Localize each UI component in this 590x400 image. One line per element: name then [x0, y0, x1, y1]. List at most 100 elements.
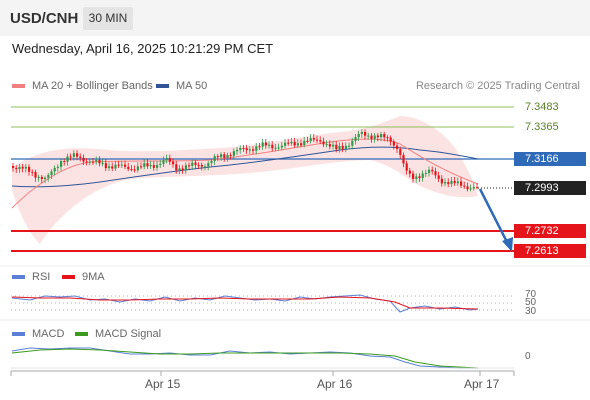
rsi-level-70-label: 70 — [525, 289, 537, 300]
x-axis-label-apr16: Apr 16 — [317, 377, 353, 391]
candle-body — [456, 181, 459, 184]
timeframe-button[interactable]: 30 MIN — [83, 7, 133, 30]
candle-body — [85, 161, 88, 163]
macd-line — [11, 347, 478, 369]
candle-body — [127, 166, 130, 170]
candle-body — [124, 164, 127, 167]
macd-label: MACD — [32, 328, 65, 340]
candle-body — [136, 166, 139, 171]
candle-body — [440, 178, 443, 184]
rsi-line — [11, 294, 479, 313]
level-label-r2: 7.3483 — [525, 101, 559, 113]
candle-body — [239, 147, 242, 150]
candle-body — [69, 156, 72, 158]
level-label-r1: 7.3365 — [525, 121, 559, 133]
candle-body — [220, 154, 223, 158]
candle-body — [98, 159, 101, 164]
rsi-ma-swatch — [62, 275, 75, 279]
candle-body — [101, 163, 104, 165]
candle-body — [232, 151, 235, 156]
level-label-pivot: 7.3166 — [514, 152, 586, 166]
ma20-label: MA 20 + Bollinger Bands — [32, 80, 153, 92]
candle-body — [431, 169, 434, 172]
candle-body — [303, 140, 306, 146]
level-label-last: 7.2993 — [514, 181, 586, 195]
candle-body — [444, 182, 447, 184]
candle-body — [56, 166, 59, 168]
forecast-arrow — [478, 188, 510, 245]
candle-body — [88, 161, 91, 163]
candle-body — [399, 148, 402, 156]
credit-text: Research © 2025 Trading Central — [415, 80, 580, 92]
candle-body — [213, 156, 216, 162]
rsi-level-50-label: 50 — [525, 297, 537, 308]
candle-body — [351, 140, 354, 146]
candle-body — [194, 162, 197, 165]
candle-body — [476, 187, 479, 189]
candle-body — [18, 166, 21, 170]
ma20-swatch — [12, 84, 25, 88]
candle-body — [28, 166, 31, 172]
candle-body — [248, 149, 251, 151]
candle-body — [37, 176, 40, 178]
candle-body — [466, 186, 469, 190]
candle-body — [396, 145, 399, 149]
candle-body — [271, 144, 274, 149]
candle-body — [223, 154, 226, 158]
candle-body — [245, 148, 248, 151]
candle-body — [207, 163, 210, 167]
candle-body — [319, 140, 322, 142]
candle-body — [156, 164, 159, 168]
candle-body — [204, 166, 207, 168]
candle-body — [434, 171, 437, 176]
candle-body — [159, 163, 162, 165]
candle-body — [120, 164, 123, 166]
candle-body — [376, 135, 379, 138]
candle-body — [408, 170, 411, 174]
candle-body — [53, 167, 56, 172]
candle-body — [472, 187, 475, 189]
candle-body — [293, 141, 296, 146]
candle-body — [344, 145, 347, 149]
candle-body — [152, 165, 155, 168]
candle-body — [178, 168, 181, 171]
candle-body — [469, 188, 472, 190]
candle-body — [140, 166, 143, 168]
candle-body — [60, 161, 63, 167]
candle-body — [415, 176, 418, 179]
candlesticks — [12, 129, 479, 192]
candle-body — [162, 160, 165, 164]
candle-body — [82, 157, 85, 162]
candle-body — [261, 142, 264, 147]
candle-body — [111, 166, 114, 169]
candle-body — [255, 146, 258, 151]
macd-swatch — [12, 332, 25, 336]
macd-zero-label: 0 — [525, 351, 531, 362]
candle-body — [226, 155, 229, 158]
candle-body — [184, 165, 187, 171]
candle-body — [360, 132, 363, 134]
candle-body — [79, 156, 82, 158]
candle-body — [76, 153, 79, 157]
candle-body — [284, 142, 287, 146]
candle-body — [95, 159, 98, 162]
candle-body — [268, 144, 271, 146]
legend-ma20: MA 20 + Bollinger Bands — [12, 80, 153, 92]
bollinger-band — [12, 116, 478, 244]
macd-signal-line — [11, 348, 479, 369]
candle-body — [300, 143, 303, 146]
candle-body — [312, 138, 315, 140]
candle-body — [104, 163, 107, 169]
candle-body — [114, 164, 117, 169]
candle-body — [280, 145, 283, 148]
candle-body — [21, 166, 24, 169]
candle-body — [12, 166, 15, 168]
candle-body — [216, 156, 219, 158]
rsi-swatch — [12, 275, 25, 279]
candle-body — [370, 135, 373, 139]
candle-body — [165, 158, 168, 161]
candle-body — [149, 165, 152, 167]
candle-body — [264, 142, 267, 146]
candle-body — [354, 137, 357, 141]
candle-body — [341, 146, 344, 149]
